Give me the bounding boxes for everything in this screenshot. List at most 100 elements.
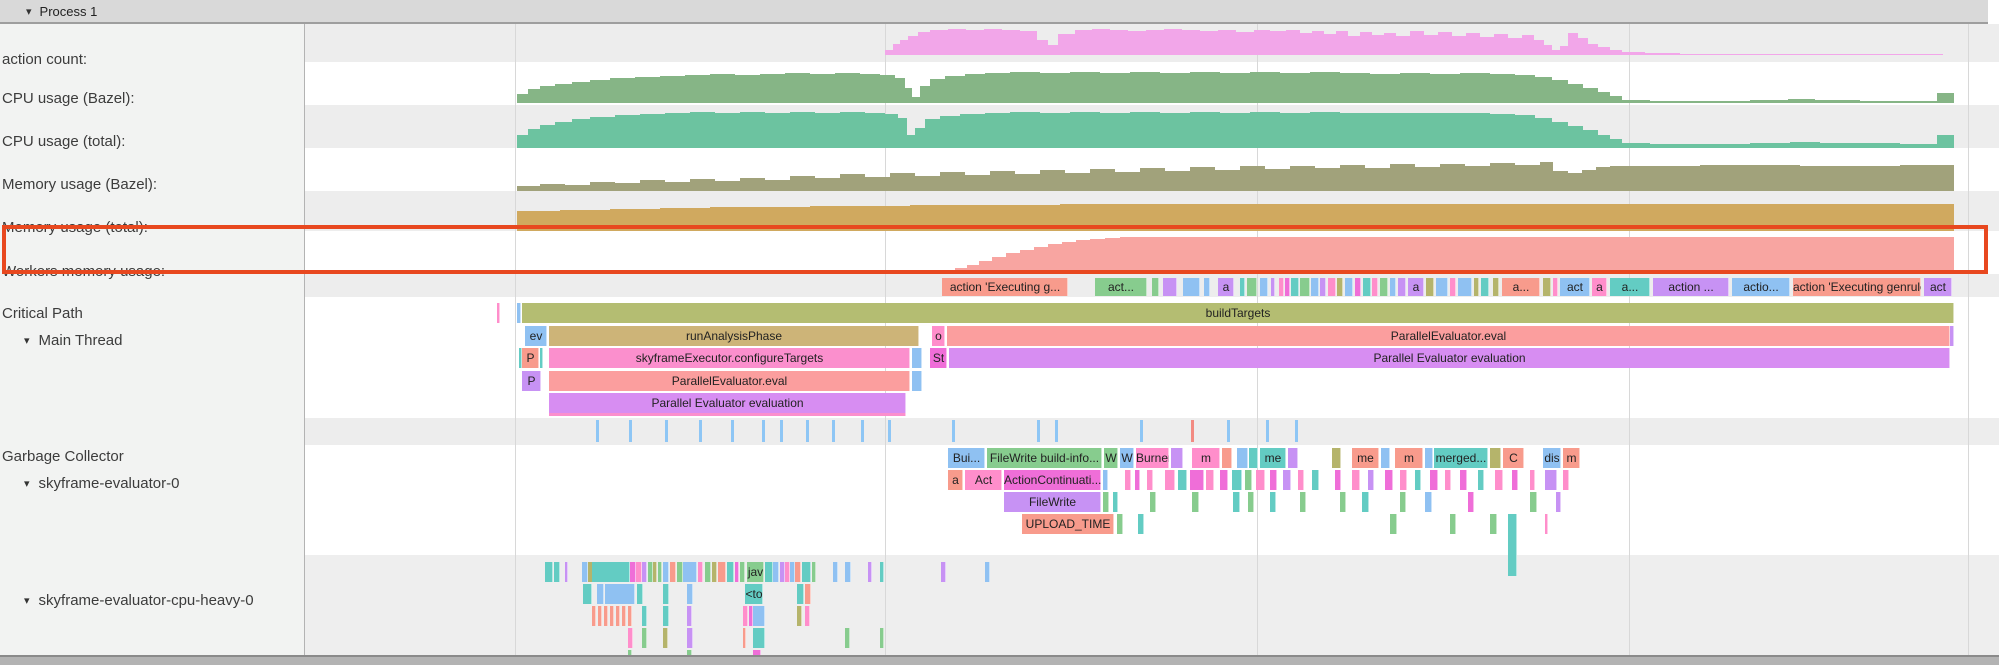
critical-path-span-unlabeled[interactable] bbox=[1543, 278, 1551, 296]
skyframe-evaluator-cpu-heavy-0-span-unlabeled[interactable] bbox=[727, 562, 734, 582]
skyframe-evaluator-0-span-unlabeled[interactable] bbox=[1103, 470, 1108, 490]
critical-path-span-unlabeled[interactable] bbox=[1183, 278, 1200, 296]
gc-event-tick[interactable] bbox=[1227, 420, 1230, 442]
skyframe-evaluator-0-span[interactable]: m bbox=[1395, 448, 1423, 468]
skyframe-evaluator-cpu-heavy-0-span-unlabeled[interactable] bbox=[753, 628, 765, 648]
skyframe-evaluator-0-span-unlabeled[interactable] bbox=[1147, 470, 1153, 490]
skyframe-evaluator-0-span-unlabeled[interactable] bbox=[1237, 448, 1248, 468]
skyframe-evaluator-cpu-heavy-0-span-unlabeled[interactable] bbox=[677, 562, 683, 582]
skyframe-evaluator-cpu-heavy-0-span-unlabeled[interactable] bbox=[712, 562, 717, 582]
skyframe-evaluator-0-span-unlabeled[interactable] bbox=[1490, 514, 1497, 534]
gc-event-tick[interactable] bbox=[731, 420, 734, 442]
skyframe-evaluator-cpu-heavy-0-span-unlabeled[interactable] bbox=[630, 562, 636, 582]
critical-path-span-unlabeled[interactable] bbox=[1474, 278, 1479, 296]
critical-path-span-unlabeled[interactable] bbox=[1450, 278, 1456, 296]
skyframe-evaluator-cpu-heavy-0-span-unlabeled[interactable] bbox=[805, 606, 810, 626]
skyframe-evaluator-cpu-heavy-0-span-unlabeled[interactable] bbox=[545, 562, 553, 582]
skyframe-evaluator-cpu-heavy-0-span-unlabeled[interactable] bbox=[773, 562, 779, 582]
main-thread-span[interactable]: Parallel Evaluator evaluation bbox=[549, 393, 906, 413]
skyframe-evaluator-0-span-unlabeled[interactable] bbox=[1190, 470, 1204, 490]
skyframe-evaluator-0-span[interactable]: m bbox=[1563, 448, 1580, 468]
skyframe-evaluator-0-span-unlabeled[interactable] bbox=[1300, 492, 1306, 512]
skyframe-evaluator-cpu-heavy-0-span-unlabeled[interactable] bbox=[845, 562, 851, 582]
skyframe-evaluator-cpu-heavy-0-span-unlabeled[interactable] bbox=[592, 606, 596, 626]
skyframe-evaluator-0-span[interactable]: dis bbox=[1543, 448, 1561, 468]
critical-path-span-unlabeled[interactable] bbox=[1163, 278, 1177, 296]
critical-path-span-unlabeled[interactable] bbox=[1553, 278, 1558, 296]
critical-path-span[interactable]: act bbox=[1924, 278, 1952, 296]
sidebar-item-skyframe-evaluator-cpu-heavy-0[interactable]: ▾ skyframe-evaluator-cpu-heavy-0 bbox=[24, 592, 254, 609]
critical-path-span[interactable]: a... bbox=[1610, 278, 1650, 296]
skyframe-evaluator-cpu-heavy-0-span-unlabeled[interactable] bbox=[698, 562, 703, 582]
skyframe-evaluator-0-span[interactable]: ActionContinuati... bbox=[1004, 470, 1101, 490]
skyframe-evaluator-0-span-unlabeled[interactable] bbox=[1385, 470, 1393, 490]
process-group-header[interactable]: ▾ Process 1 bbox=[0, 0, 1988, 24]
skyframe-evaluator-0-span-unlabeled[interactable] bbox=[1415, 470, 1421, 490]
action-count-chart[interactable] bbox=[885, 29, 1943, 55]
skyframe-evaluator-cpu-heavy-0-span-unlabeled[interactable] bbox=[663, 606, 669, 626]
gc-event-tick[interactable] bbox=[1266, 420, 1269, 442]
main-thread-span-unlabeled[interactable] bbox=[912, 348, 922, 368]
main-thread-span[interactable]: P bbox=[522, 371, 541, 391]
sidebar-item-skyframe-evaluator-0[interactable]: ▾ skyframe-evaluator-0 bbox=[24, 475, 179, 492]
skyframe-evaluator-0-span-unlabeled[interactable] bbox=[1340, 492, 1346, 512]
skyframe-evaluator-cpu-heavy-0-span-unlabeled[interactable] bbox=[687, 650, 692, 655]
skyframe-evaluator-0-span-unlabeled[interactable] bbox=[1222, 448, 1232, 468]
critical-path-span-unlabeled[interactable] bbox=[1436, 278, 1448, 296]
main-thread-span[interactable]: ParallelEvaluator.eval bbox=[549, 371, 910, 391]
gc-event-tick[interactable] bbox=[952, 420, 955, 442]
sidebar-item-main-thread[interactable]: ▾ Main Thread bbox=[24, 332, 122, 349]
skyframe-evaluator-cpu-heavy-0-span-unlabeled[interactable] bbox=[743, 606, 748, 626]
main-thread-span[interactable]: o bbox=[932, 326, 945, 346]
skyframe-evaluator-0-span[interactable]: merged... bbox=[1434, 448, 1488, 468]
skyframe-evaluator-0-span[interactable]: a bbox=[948, 470, 963, 490]
skyframe-evaluator-cpu-heavy-0-span-unlabeled[interactable] bbox=[880, 628, 884, 648]
main-thread-span[interactable]: St bbox=[930, 348, 947, 368]
skyframe-evaluator-0-span-unlabeled[interactable] bbox=[1270, 470, 1277, 490]
skyframe-evaluator-cpu-heavy-0-span-unlabeled[interactable] bbox=[592, 562, 630, 582]
skyframe-evaluator-0-span-unlabeled[interactable] bbox=[1192, 492, 1199, 512]
skyframe-evaluator-cpu-heavy-0-span-unlabeled[interactable] bbox=[833, 562, 838, 582]
skyframe-evaluator-0-span-unlabeled[interactable] bbox=[1270, 492, 1276, 512]
skyframe-evaluator-0-span[interactable]: FileWrite bbox=[1004, 492, 1101, 512]
critical-path-span-unlabeled[interactable] bbox=[1300, 278, 1310, 296]
main-thread-span-unlabeled[interactable] bbox=[549, 413, 906, 416]
skyframe-evaluator-cpu-heavy-0-span-unlabeled[interactable] bbox=[780, 562, 785, 582]
skyframe-evaluator-0-span-unlabeled[interactable] bbox=[1362, 492, 1369, 512]
main-thread-span[interactable]: P bbox=[522, 348, 539, 368]
skyframe-evaluator-cpu-heavy-0-span[interactable]: <to bbox=[745, 584, 763, 604]
critical-path-span-unlabeled[interactable] bbox=[1372, 278, 1378, 296]
skyframe-evaluator-cpu-heavy-0-span-unlabeled[interactable] bbox=[785, 562, 790, 582]
skyframe-evaluator-cpu-heavy-0-span-unlabeled[interactable] bbox=[598, 606, 602, 626]
critical-path-span-unlabeled[interactable] bbox=[1398, 278, 1406, 296]
critical-path-span-unlabeled[interactable] bbox=[1152, 278, 1159, 296]
gc-event-tick[interactable] bbox=[1191, 420, 1194, 442]
skyframe-evaluator-0-span-unlabeled[interactable] bbox=[1125, 470, 1131, 490]
critical-path-span-unlabeled[interactable] bbox=[1363, 278, 1371, 296]
skyframe-evaluator-0-span-unlabeled[interactable] bbox=[1430, 470, 1438, 490]
skyframe-evaluator-0-span-unlabeled[interactable] bbox=[1450, 514, 1456, 534]
skyframe-evaluator-cpu-heavy-0-span-unlabeled[interactable] bbox=[845, 628, 850, 648]
skyframe-evaluator-0-span-unlabeled[interactable] bbox=[1298, 470, 1304, 490]
skyframe-evaluator-cpu-heavy-0-span-unlabeled[interactable] bbox=[753, 606, 765, 626]
skyframe-evaluator-0-span-unlabeled[interactable] bbox=[1545, 514, 1548, 534]
gc-event-tick[interactable] bbox=[665, 420, 668, 442]
critical-path-span[interactable]: action 'Executing g... bbox=[942, 278, 1068, 296]
critical-path-span[interactable]: act... bbox=[1095, 278, 1147, 296]
skyframe-evaluator-0-span-unlabeled[interactable] bbox=[1390, 514, 1397, 534]
critical-path-span[interactable]: a... bbox=[1502, 278, 1540, 296]
skyframe-evaluator-0-span-unlabeled[interactable] bbox=[1335, 470, 1341, 490]
skyframe-evaluator-0-span-unlabeled[interactable] bbox=[1206, 470, 1214, 490]
skyframe-evaluator-0-span-unlabeled[interactable] bbox=[1232, 470, 1242, 490]
skyframe-evaluator-cpu-heavy-0-span-unlabeled[interactable] bbox=[583, 584, 592, 604]
skyframe-evaluator-cpu-heavy-0-span-unlabeled[interactable] bbox=[740, 562, 745, 582]
skyframe-evaluator-0-span-unlabeled[interactable] bbox=[1103, 492, 1109, 512]
memory-usage-bazel-chart[interactable] bbox=[517, 162, 1954, 191]
critical-path-span-unlabeled[interactable] bbox=[1279, 278, 1284, 296]
critical-path-span-unlabeled[interactable] bbox=[1260, 278, 1268, 296]
gc-event-tick[interactable] bbox=[1055, 420, 1058, 442]
skyframe-evaluator-cpu-heavy-0-span-unlabeled[interactable] bbox=[805, 584, 811, 604]
skyframe-evaluator-0-span-unlabeled[interactable] bbox=[1563, 470, 1569, 490]
skyframe-evaluator-cpu-heavy-0-span-unlabeled[interactable] bbox=[628, 628, 633, 648]
skyframe-evaluator-cpu-heavy-0-span-unlabeled[interactable] bbox=[610, 606, 614, 626]
